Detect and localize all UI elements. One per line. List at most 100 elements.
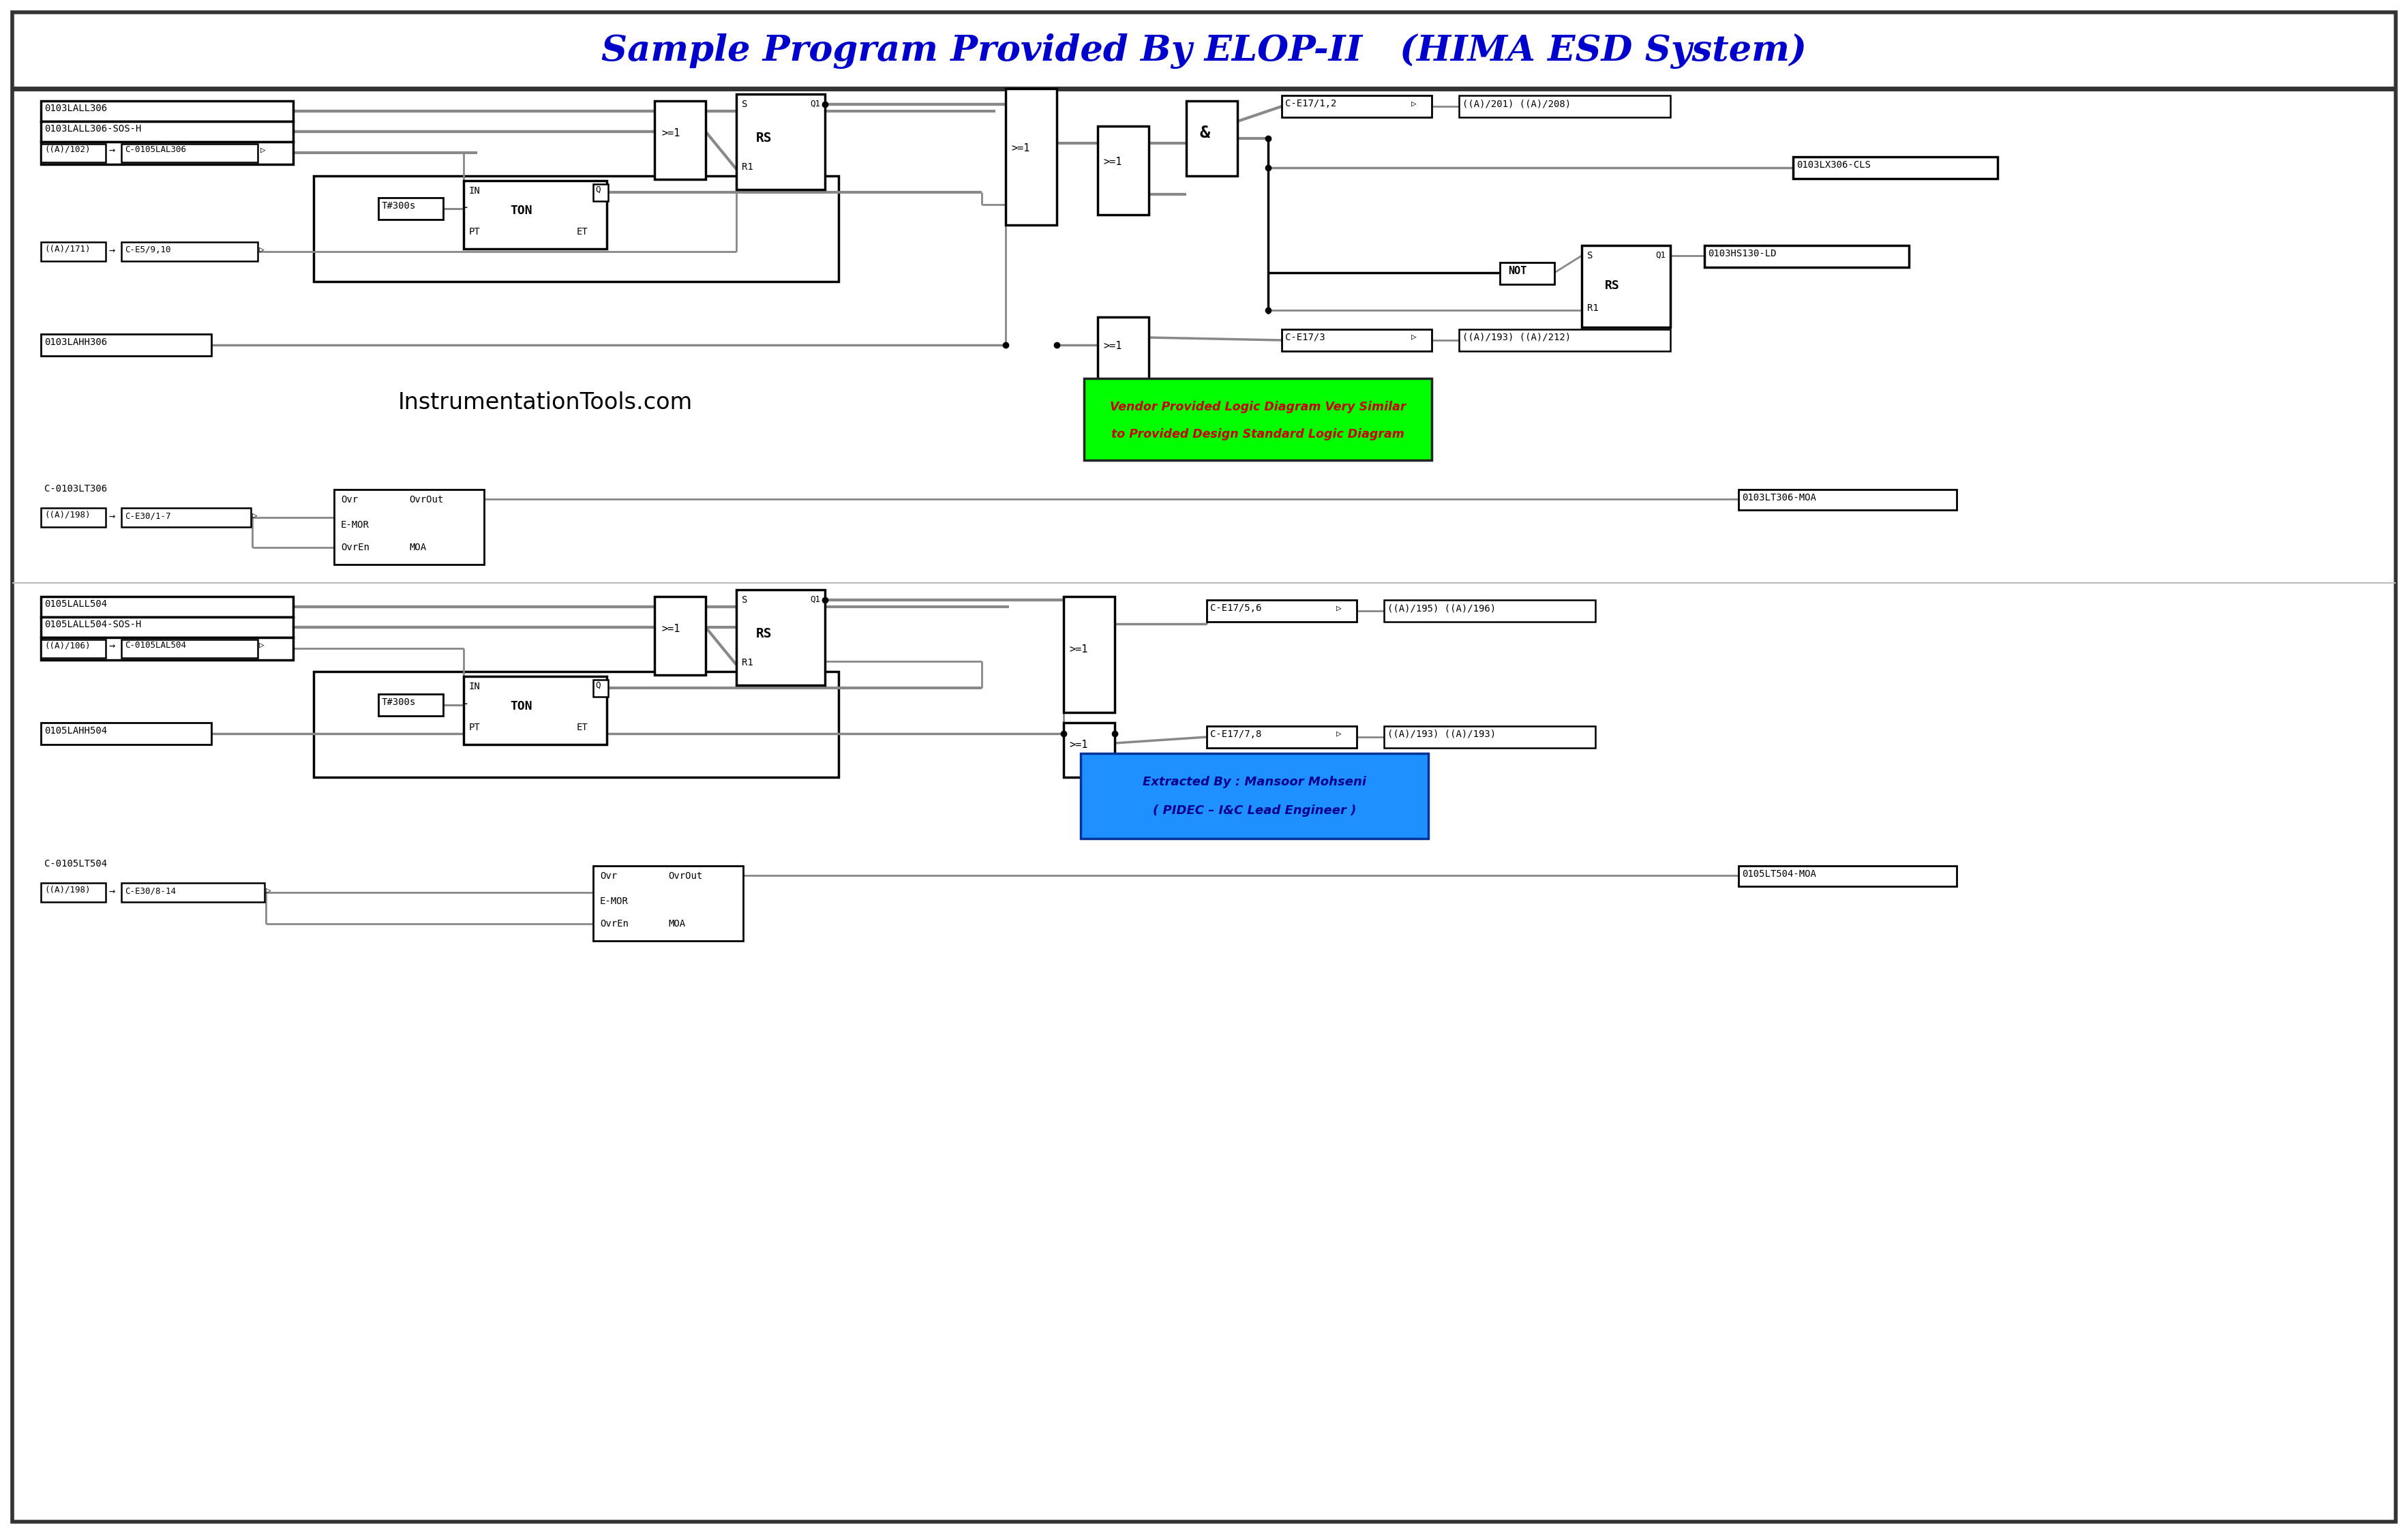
- Bar: [1098, 126, 1149, 215]
- Bar: [1459, 330, 1671, 351]
- Text: >=1: >=1: [1103, 156, 1122, 167]
- Bar: [737, 94, 826, 190]
- Text: C-0105LT504: C-0105LT504: [43, 859, 106, 868]
- Text: PT: PT: [470, 227, 482, 236]
- Text: Q1: Q1: [809, 100, 821, 109]
- Text: OvrEn: OvrEn: [342, 543, 368, 552]
- Text: ((A)/193) ((A)/212): ((A)/193) ((A)/212): [1462, 333, 1570, 342]
- Text: RS: RS: [1606, 279, 1621, 291]
- Text: 0103LAHH306: 0103LAHH306: [43, 337, 106, 347]
- Text: C-E17/3: C-E17/3: [1286, 333, 1324, 342]
- Bar: [120, 242, 258, 261]
- Text: ((A)/198): ((A)/198): [43, 885, 92, 894]
- Bar: [41, 242, 106, 261]
- Bar: [1187, 101, 1238, 176]
- Bar: [41, 640, 106, 658]
- Bar: [592, 680, 609, 696]
- Bar: [41, 617, 294, 638]
- Text: ▷: ▷: [253, 511, 258, 520]
- Bar: [120, 884, 265, 902]
- Bar: [1064, 597, 1115, 712]
- Text: to Provided Design Standard Logic Diagram: to Provided Design Standard Logic Diagra…: [1112, 428, 1404, 440]
- Text: ▷: ▷: [260, 245, 265, 255]
- Bar: [335, 489, 484, 565]
- Bar: [41, 121, 294, 141]
- Text: Extracted By : Mansoor Mohseni: Extracted By : Mansoor Mohseni: [1144, 776, 1365, 788]
- Text: >=1: >=1: [1011, 143, 1031, 153]
- Text: IN: IN: [470, 681, 482, 692]
- Text: Ovr: Ovr: [600, 871, 616, 881]
- Text: E-MOR: E-MOR: [342, 520, 368, 529]
- Bar: [378, 198, 443, 219]
- Text: →: →: [108, 511, 116, 522]
- Text: MOA: MOA: [667, 919, 686, 928]
- Text: IN: IN: [470, 186, 482, 196]
- Text: 0103HS130-LD: 0103HS130-LD: [1707, 249, 1777, 258]
- Text: S: S: [742, 100, 746, 109]
- Text: ((A)/193) ((A)/193): ((A)/193) ((A)/193): [1387, 730, 1495, 739]
- Text: OvrEn: OvrEn: [600, 919, 628, 928]
- Text: →: →: [108, 146, 116, 155]
- Text: C-E30/1-7: C-E30/1-7: [125, 511, 171, 520]
- Text: ((A)/102): ((A)/102): [43, 146, 92, 153]
- Text: RS: RS: [756, 627, 771, 640]
- Bar: [592, 865, 744, 940]
- Text: 0103LT306-MOA: 0103LT306-MOA: [1741, 492, 1816, 503]
- Text: >=1: >=1: [1069, 739, 1088, 750]
- Text: >=1: >=1: [1069, 644, 1088, 655]
- Text: C-E17/1,2: C-E17/1,2: [1286, 98, 1336, 109]
- Bar: [465, 676, 607, 744]
- Text: C-E30/8-14: C-E30/8-14: [125, 887, 176, 896]
- Bar: [120, 508, 250, 528]
- Bar: [1281, 95, 1433, 117]
- Text: ((A)/195) ((A)/196): ((A)/195) ((A)/196): [1387, 603, 1495, 614]
- Bar: [120, 640, 258, 658]
- Text: C-0103LT306: C-0103LT306: [43, 485, 106, 494]
- Text: OvrOut: OvrOut: [409, 495, 443, 505]
- Text: PT: PT: [470, 723, 482, 732]
- Text: -: -: [462, 201, 470, 215]
- Text: >=1: >=1: [1103, 341, 1122, 351]
- Text: TON: TON: [510, 700, 532, 712]
- Bar: [465, 181, 607, 249]
- Text: C-E5/9,10: C-E5/9,10: [125, 245, 171, 255]
- Bar: [41, 141, 294, 164]
- Text: ▷: ▷: [1336, 730, 1341, 738]
- Text: C-E17/7,8: C-E17/7,8: [1211, 730, 1262, 739]
- Bar: [1739, 489, 1958, 509]
- Text: NOT: NOT: [1507, 265, 1527, 276]
- Bar: [1206, 600, 1356, 621]
- Bar: [1084, 379, 1433, 460]
- Text: ▷: ▷: [260, 641, 265, 650]
- Bar: [1007, 89, 1057, 225]
- Bar: [1794, 156, 1999, 178]
- Bar: [41, 723, 212, 744]
- Text: MOA: MOA: [409, 543, 426, 552]
- Text: 0105LT504-MOA: 0105LT504-MOA: [1741, 870, 1816, 879]
- Text: Q: Q: [595, 681, 600, 690]
- Text: →: →: [108, 245, 116, 256]
- Text: S: S: [742, 595, 746, 604]
- Text: 0103LALL306-SOS-H: 0103LALL306-SOS-H: [43, 124, 142, 133]
- Text: ▷: ▷: [260, 146, 265, 153]
- Bar: [41, 597, 294, 617]
- Bar: [655, 597, 706, 675]
- Bar: [41, 638, 294, 660]
- Text: ▷: ▷: [265, 887, 272, 896]
- Text: C-0105LAL504: C-0105LAL504: [125, 641, 185, 650]
- Text: R1: R1: [742, 163, 754, 172]
- Text: ET: ET: [576, 227, 588, 236]
- Bar: [120, 144, 258, 163]
- Text: →: →: [108, 641, 116, 650]
- Bar: [41, 144, 106, 163]
- Bar: [313, 176, 838, 282]
- Text: 0105LALL504: 0105LALL504: [43, 600, 106, 609]
- Bar: [1385, 600, 1597, 621]
- Text: Sample Program Provided By ELOP-II   (HIMA ESD System): Sample Program Provided By ELOP-II (HIMA…: [602, 34, 1806, 69]
- Bar: [1459, 95, 1671, 117]
- Text: →: →: [108, 887, 116, 896]
- Text: C-E17/5,6: C-E17/5,6: [1211, 603, 1262, 614]
- Text: ((A)/171): ((A)/171): [43, 245, 92, 253]
- Text: T#300s: T#300s: [383, 698, 417, 707]
- Bar: [1098, 318, 1149, 385]
